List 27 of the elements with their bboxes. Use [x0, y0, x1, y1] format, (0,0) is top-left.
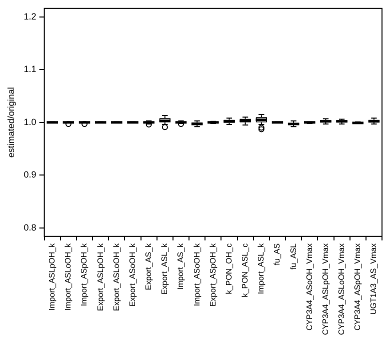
x-tick-label: CYP3A4_ASpOH_Vmax — [353, 243, 362, 331]
x-tick-label: Import_ASpOH_k — [80, 242, 89, 306]
x-tick-label: CYP3A4_ASLpOH_Vmax — [320, 243, 330, 336]
x-tick-label: fu_AS — [272, 243, 282, 266]
x-tick-label: Import_AS_k — [176, 242, 186, 290]
x-tick-label: k_PON_OH_c — [224, 243, 234, 294]
x-tick-label: Export_AS_k — [144, 242, 154, 290]
x-tick-label: Export_ASLpOH_k — [96, 242, 105, 311]
x-tick-label: Import_ASoOH_k — [192, 242, 202, 306]
x-tick-label: Import_ASLpOH_k — [48, 242, 57, 311]
x-tick-label: k_PON_ASL_c — [240, 243, 250, 298]
x-tick-label: Export_ASLoOH_k — [112, 242, 121, 311]
y-tick-label: 1.1 — [24, 64, 36, 74]
y-tick-label: 1.2 — [24, 11, 36, 22]
y-tick-label: 1.0 — [24, 116, 36, 127]
x-tick-label: UGT1A3_AS_Vmax — [369, 243, 378, 315]
x-tick-label: CYP3A4_ASLoOH_Vmax — [337, 243, 346, 336]
y-tick-label: 0.8 — [24, 222, 36, 232]
x-tick-label: Export_ASoOH_k — [128, 242, 137, 307]
y-tick-label: 0.9 — [24, 170, 36, 180]
x-tick-label: Export_ASpOH_k — [208, 242, 218, 307]
x-tick-label: CYP3A4_ASoOH_Vmax — [304, 243, 314, 331]
x-tick-label: Import_ASL_k — [256, 242, 266, 294]
x-tick-label: fu_ASL — [288, 242, 298, 270]
x-tick-label: Export_ASL_k — [160, 242, 170, 295]
y-axis-title: estimated/original — [6, 87, 16, 158]
x-tick-label: Import_ASLoOH_k — [64, 242, 73, 311]
